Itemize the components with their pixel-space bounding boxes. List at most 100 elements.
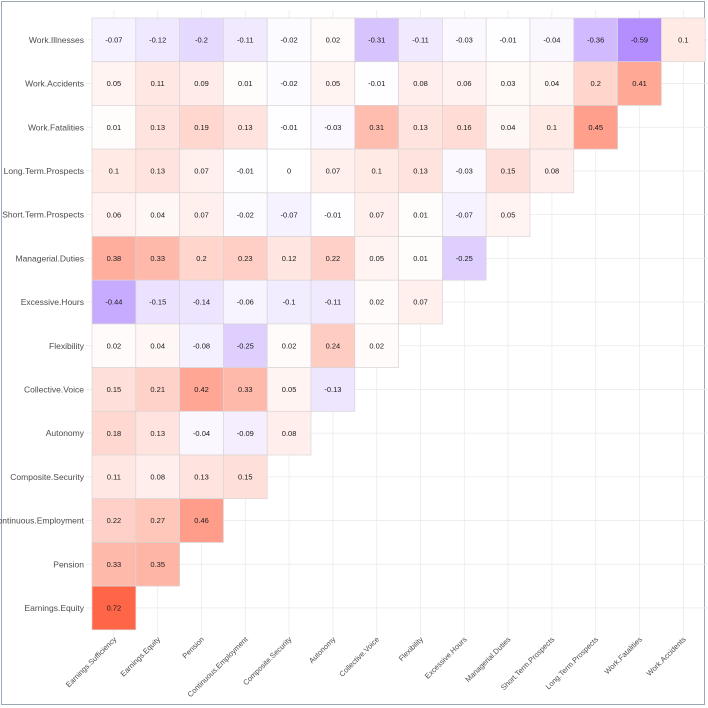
cell-value-label: -0.01 bbox=[368, 79, 385, 88]
cell-value-label: 0.04 bbox=[501, 123, 516, 132]
cell-value-label: 0.02 bbox=[369, 298, 384, 307]
heatmap-cell bbox=[223, 192, 268, 237]
heatmap-cell bbox=[310, 17, 356, 63]
x-tick-label: Collective.Voice bbox=[337, 635, 381, 679]
heatmap-cell bbox=[661, 17, 706, 63]
heatmap-cell bbox=[266, 17, 312, 63]
cell-value-label: -0.02 bbox=[281, 79, 298, 88]
cell-value-label: -0.07 bbox=[105, 35, 122, 44]
y-tick-label: Earnings.Equity bbox=[24, 603, 84, 613]
heatmap-cell bbox=[354, 148, 399, 194]
cell-value-label: 0.02 bbox=[326, 35, 341, 44]
cell-value-label: 0.11 bbox=[151, 79, 165, 88]
cell-value-label: 0.13 bbox=[238, 123, 253, 132]
cell-value-label: 0.08 bbox=[545, 167, 560, 176]
heatmap-cell bbox=[354, 17, 399, 63]
y-tick-label: Pension bbox=[53, 559, 84, 569]
cell-value-label: 0.72 bbox=[107, 604, 122, 613]
cell-value-label: 0.33 bbox=[238, 385, 253, 394]
y-tick-label: Work.Illnesses bbox=[29, 35, 84, 45]
cell-value-label: 0.2 bbox=[590, 79, 600, 88]
cell-value-label: 0.13 bbox=[150, 123, 165, 132]
heatmap-cell bbox=[179, 454, 224, 500]
y-tick-label: Long.Term.Prospects bbox=[4, 166, 84, 176]
cell-value-label: 0.27 bbox=[150, 516, 165, 525]
cell-value-label: 0.08 bbox=[282, 429, 297, 438]
cell-value-label: -0.31 bbox=[368, 35, 385, 44]
cell-value-label: 0.46 bbox=[194, 516, 209, 525]
heatmap-cell bbox=[354, 105, 399, 150]
cell-value-label: 0.06 bbox=[107, 210, 122, 219]
cell-value-label: 0.07 bbox=[369, 210, 384, 219]
y-tick-label: Managerial.Duties bbox=[15, 253, 84, 263]
y-tick-label: Continuous.Employment bbox=[0, 516, 85, 526]
x-tick-label: Managerial.Duties bbox=[463, 635, 512, 684]
cell-value-label: -0.13 bbox=[324, 385, 341, 394]
heatmap-cell bbox=[223, 367, 268, 412]
cell-value-label: -0.25 bbox=[237, 341, 254, 350]
y-tick-label: Autonomy bbox=[46, 428, 85, 438]
cell-value-label: 0.03 bbox=[501, 79, 516, 88]
heatmap-cell bbox=[398, 148, 443, 194]
y-tick-label: Work.Fatalities bbox=[28, 122, 84, 132]
cell-value-label: 0.31 bbox=[369, 123, 384, 132]
cell-value-label: 0.13 bbox=[413, 123, 428, 132]
heatmap-cell bbox=[485, 192, 531, 237]
heatmap-cell bbox=[91, 367, 137, 412]
cell-value-label: 0.04 bbox=[545, 79, 560, 88]
x-tick-label: Earnings.Sufficiency bbox=[64, 635, 118, 689]
cell-value-label: 0.01 bbox=[238, 79, 253, 88]
heatmap-cell bbox=[398, 192, 443, 237]
heatmap-cell bbox=[179, 17, 224, 63]
cell-value-label: -0.1 bbox=[283, 298, 296, 307]
cell-value-label: 0.1 bbox=[109, 167, 119, 176]
heatmap-cell bbox=[91, 454, 137, 500]
cell-value-label: -0.02 bbox=[281, 35, 298, 44]
heatmap-cell bbox=[135, 61, 180, 106]
cell-value-label: 0 bbox=[287, 167, 291, 176]
cell-value-label: -0.01 bbox=[324, 210, 341, 219]
cell-value-label: 0.01 bbox=[107, 123, 122, 132]
cell-value-label: 0.38 bbox=[107, 254, 122, 263]
cell-value-label: -0.01 bbox=[281, 123, 298, 132]
heatmap-cell bbox=[442, 192, 487, 237]
cell-value-label: 0.02 bbox=[369, 341, 384, 350]
cell-value-label: -0.11 bbox=[325, 298, 342, 307]
cell-value-label: -0.15 bbox=[149, 298, 166, 307]
cell-value-label: -0.44 bbox=[105, 298, 122, 307]
heatmap-cell bbox=[266, 148, 312, 194]
cell-value-label: 0.07 bbox=[194, 167, 209, 176]
cell-value-label: -0.14 bbox=[193, 298, 210, 307]
heatmap-cell bbox=[529, 148, 575, 194]
heatmap-cell bbox=[310, 61, 356, 106]
heatmap-cell bbox=[617, 61, 662, 106]
cell-value-label: -0.01 bbox=[500, 35, 517, 44]
x-tick-label: Earnings.Equity bbox=[119, 635, 163, 679]
heatmap-cell bbox=[442, 148, 487, 194]
heatmap-cell bbox=[91, 61, 137, 106]
cell-value-label: 0.42 bbox=[194, 385, 209, 394]
heatmap-cell bbox=[179, 498, 224, 543]
heatmap-cell bbox=[223, 323, 268, 368]
x-tick-label: Composite.Security bbox=[241, 635, 294, 688]
cell-value-label: 0.02 bbox=[282, 341, 297, 350]
heatmap-cell bbox=[310, 279, 356, 325]
cell-value-label: 0.02 bbox=[107, 341, 122, 350]
cell-value-label: -0.04 bbox=[193, 429, 210, 438]
heatmap-cell bbox=[485, 148, 531, 194]
heatmap-cell bbox=[91, 105, 137, 150]
heatmap-cell bbox=[485, 61, 531, 106]
heatmap-cell bbox=[179, 367, 224, 412]
y-tick-label: Flexibility bbox=[49, 341, 85, 351]
cell-value-label: 0.05 bbox=[501, 210, 516, 219]
cell-value-label: 0.1 bbox=[371, 167, 381, 176]
heatmap-cell bbox=[223, 410, 268, 456]
heatmap-cell bbox=[573, 105, 618, 150]
cell-value-label: 0.13 bbox=[194, 472, 209, 481]
cell-value-label: -0.03 bbox=[324, 123, 341, 132]
heatmap-cell bbox=[223, 17, 268, 63]
heatmap-cell bbox=[529, 17, 575, 63]
heatmap-cell bbox=[398, 279, 443, 325]
heatmap-cell bbox=[266, 410, 312, 456]
heatmap-cell bbox=[442, 61, 487, 106]
